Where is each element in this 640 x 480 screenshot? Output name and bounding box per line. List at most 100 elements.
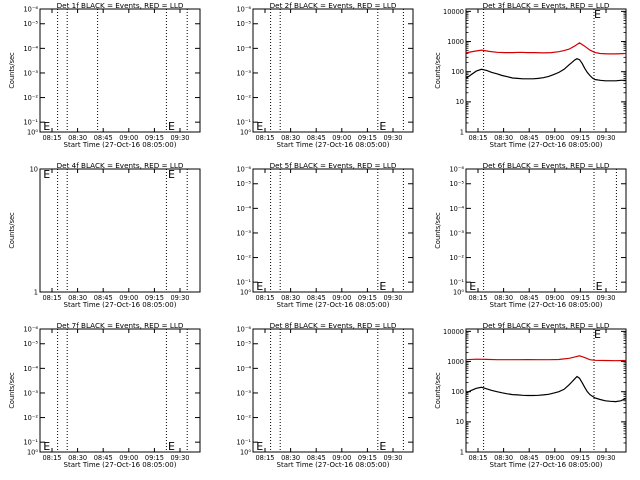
panel-title: Det 6f BLACK = Events, RED = LLD (483, 161, 610, 170)
event-marker-e: E (43, 168, 50, 181)
y-axis-label: Counts/sec (8, 372, 16, 409)
x-tick-label: 08:15 (255, 294, 274, 302)
y-tick-label: 10⁻⁴ (236, 45, 251, 53)
x-axis-label: Start Time (27-Oct-16 08:05:00) (277, 301, 390, 309)
series-lld-line (465, 42, 627, 55)
x-tick-label: 08:15 (468, 454, 487, 462)
y-tick-label: 10⁻⁵ (23, 340, 38, 348)
plot-frame (39, 168, 201, 293)
x-tick-label: 09:15 (358, 454, 377, 462)
x-tick-label: 08:15 (42, 134, 61, 142)
y-tick-label: 10⁻¹ (236, 439, 251, 447)
x-tick-label: 08:45 (94, 294, 113, 302)
x-tick-label: 08:45 (94, 454, 113, 462)
x-tick-label: 09:00 (545, 134, 564, 142)
x-tick-label: 09:15 (358, 294, 377, 302)
y-tick-label: 10⁻⁴ (449, 205, 464, 213)
x-tick-label: 09:30 (383, 294, 402, 302)
x-axis-label: Start Time (27-Oct-16 08:05:00) (490, 141, 603, 149)
y-tick-label: 10⁻² (23, 414, 38, 422)
y-tick-label: 10⁻² (449, 254, 464, 262)
y-tick-label: 10⁻³ (236, 229, 251, 237)
y-tick-label: 10⁰ (240, 288, 251, 296)
y-tick-label: 10⁻⁵ (449, 180, 464, 188)
y-tick-label: 10⁻² (236, 94, 251, 102)
plot-frame (252, 8, 414, 133)
x-tick-label: 08:45 (307, 294, 326, 302)
x-tick-label: 09:00 (545, 454, 564, 462)
x-tick-label: 09:30 (383, 134, 402, 142)
y-tick-label: 10⁻⁵ (236, 180, 251, 188)
y-tick-label: 10⁻⁶ (449, 165, 464, 173)
x-tick-label: 08:30 (68, 454, 87, 462)
x-tick-label: 09:30 (596, 294, 615, 302)
x-tick-label: 09:00 (119, 294, 138, 302)
panel-1: Det 1f BLACK = Events, RED = LLD 08:15 08:… (8, 1, 201, 149)
y-tick-label: 10000 (443, 8, 464, 16)
y-tick-label: 10⁻³ (23, 389, 38, 397)
x-axis-label: Start Time (27-Oct-16 08:05:00) (490, 461, 603, 469)
x-tick-label: 09:15 (145, 134, 164, 142)
event-marker-e: E (256, 440, 263, 453)
x-tick-label: 08:30 (494, 134, 513, 142)
y-tick-label: 10⁰ (240, 128, 251, 136)
event-marker-e: E (379, 440, 386, 453)
y-tick-label: 10 (30, 165, 38, 173)
event-marker-e: E (596, 280, 603, 293)
x-tick-label: 09:30 (170, 134, 189, 142)
y-tick-label: 1 (460, 448, 464, 456)
y-tick-label: 10⁻³ (449, 229, 464, 237)
event-marker-e: E (43, 120, 50, 133)
x-tick-label: 09:15 (145, 454, 164, 462)
x-tick-label: 08:15 (42, 294, 61, 302)
x-tick-label: 09:00 (119, 454, 138, 462)
panel-title: Det 5f BLACK = Events, RED = LLD (270, 161, 397, 170)
panel-3: Det 3f BLACK = Events, RED = LLD 08:15 08:… (434, 1, 627, 149)
x-tick-label: 08:45 (94, 134, 113, 142)
x-tick-label: 08:30 (281, 294, 300, 302)
y-tick-label: 10⁻⁶ (236, 5, 251, 13)
y-tick-label: 100 (451, 68, 464, 76)
y-tick-label: 10⁻⁴ (23, 45, 38, 53)
y-tick-label: 10⁻¹ (23, 119, 38, 127)
x-tick-label: 09:00 (332, 294, 351, 302)
y-tick-label: 10⁻² (23, 94, 38, 102)
y-axis-label: Counts/sec (8, 212, 16, 249)
panel-8: Det 8f BLACK = Events, RED = LLD 08:15 08:… (236, 321, 414, 469)
x-axis-label: Start Time (27-Oct-16 08:05:00) (64, 461, 177, 469)
event-marker-e: E (256, 280, 263, 293)
y-tick-label: 10⁻⁶ (23, 5, 38, 13)
panel-title: Det 9f BLACK = Events, RED = LLD (483, 321, 610, 330)
panel-title: Det 2f BLACK = Events, RED = LLD (270, 1, 397, 10)
y-tick-label: 10⁻⁵ (236, 340, 251, 348)
x-tick-label: 09:30 (383, 454, 402, 462)
plot-frame (39, 328, 201, 453)
y-tick-label: 1 (34, 288, 38, 296)
series-events-line (465, 375, 627, 403)
y-tick-label: 10⁻³ (23, 69, 38, 77)
y-tick-label: 10⁻¹ (449, 279, 464, 287)
y-tick-label: 1000 (447, 358, 464, 366)
x-tick-label: 08:45 (520, 294, 539, 302)
y-tick-label: 100 (451, 388, 464, 396)
panel-title: Det 1f BLACK = Events, RED = LLD (57, 1, 184, 10)
x-tick-label: 08:30 (68, 134, 87, 142)
x-tick-label: 08:15 (255, 454, 274, 462)
y-tick-label: 10⁻³ (236, 69, 251, 77)
x-tick-label: 09:00 (332, 134, 351, 142)
event-marker-e: E (168, 168, 175, 181)
x-tick-label: 08:45 (520, 134, 539, 142)
x-tick-label: 08:15 (42, 454, 61, 462)
plot-frame (39, 8, 201, 133)
y-axis-label: Counts/sec (434, 212, 442, 249)
series-lld-line (465, 355, 627, 362)
y-tick-label: 10⁰ (27, 128, 38, 136)
y-tick-label: 10⁻¹ (23, 439, 38, 447)
event-marker-e: E (594, 8, 601, 21)
event-marker-e: E (168, 120, 175, 133)
series-events-line (465, 58, 626, 82)
x-tick-label: 09:15 (571, 294, 590, 302)
panel-5: Det 5f BLACK = Events, RED = LLD 08:15 08:… (236, 161, 414, 309)
x-tick-label: 09:00 (119, 134, 138, 142)
y-tick-label: 10⁻⁶ (236, 325, 251, 333)
